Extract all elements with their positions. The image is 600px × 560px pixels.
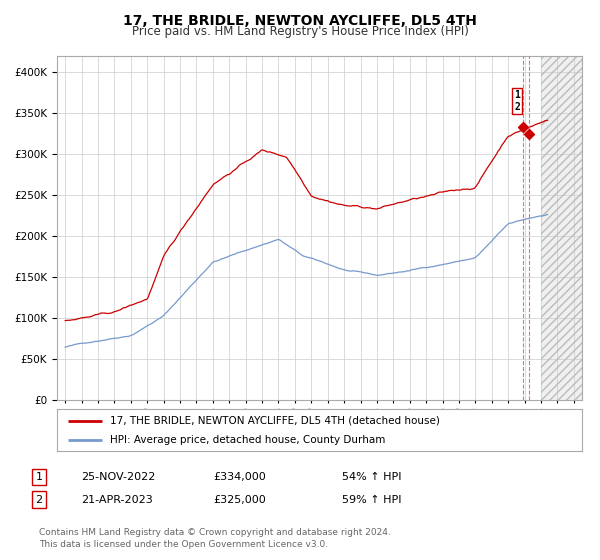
Bar	[541, 56, 582, 400]
Text: 1
2: 1 2	[514, 90, 520, 112]
Text: HPI: Average price, detached house, County Durham: HPI: Average price, detached house, Coun…	[110, 435, 385, 445]
Text: 25-NOV-2022: 25-NOV-2022	[81, 472, 155, 482]
Text: £325,000: £325,000	[213, 494, 266, 505]
Text: 54% ↑ HPI: 54% ↑ HPI	[342, 472, 401, 482]
Text: 59% ↑ HPI: 59% ↑ HPI	[342, 494, 401, 505]
Text: 2: 2	[35, 494, 43, 505]
Text: 21-APR-2023: 21-APR-2023	[81, 494, 153, 505]
Text: 17, THE BRIDLE, NEWTON AYCLIFFE, DL5 4TH: 17, THE BRIDLE, NEWTON AYCLIFFE, DL5 4TH	[123, 14, 477, 28]
Text: 1: 1	[35, 472, 43, 482]
Text: 17, THE BRIDLE, NEWTON AYCLIFFE, DL5 4TH (detached house): 17, THE BRIDLE, NEWTON AYCLIFFE, DL5 4TH…	[110, 416, 439, 426]
Text: Price paid vs. HM Land Registry's House Price Index (HPI): Price paid vs. HM Land Registry's House …	[131, 25, 469, 38]
Text: £334,000: £334,000	[213, 472, 266, 482]
Text: Contains HM Land Registry data © Crown copyright and database right 2024.
This d: Contains HM Land Registry data © Crown c…	[39, 528, 391, 549]
Bar	[541, 56, 582, 400]
